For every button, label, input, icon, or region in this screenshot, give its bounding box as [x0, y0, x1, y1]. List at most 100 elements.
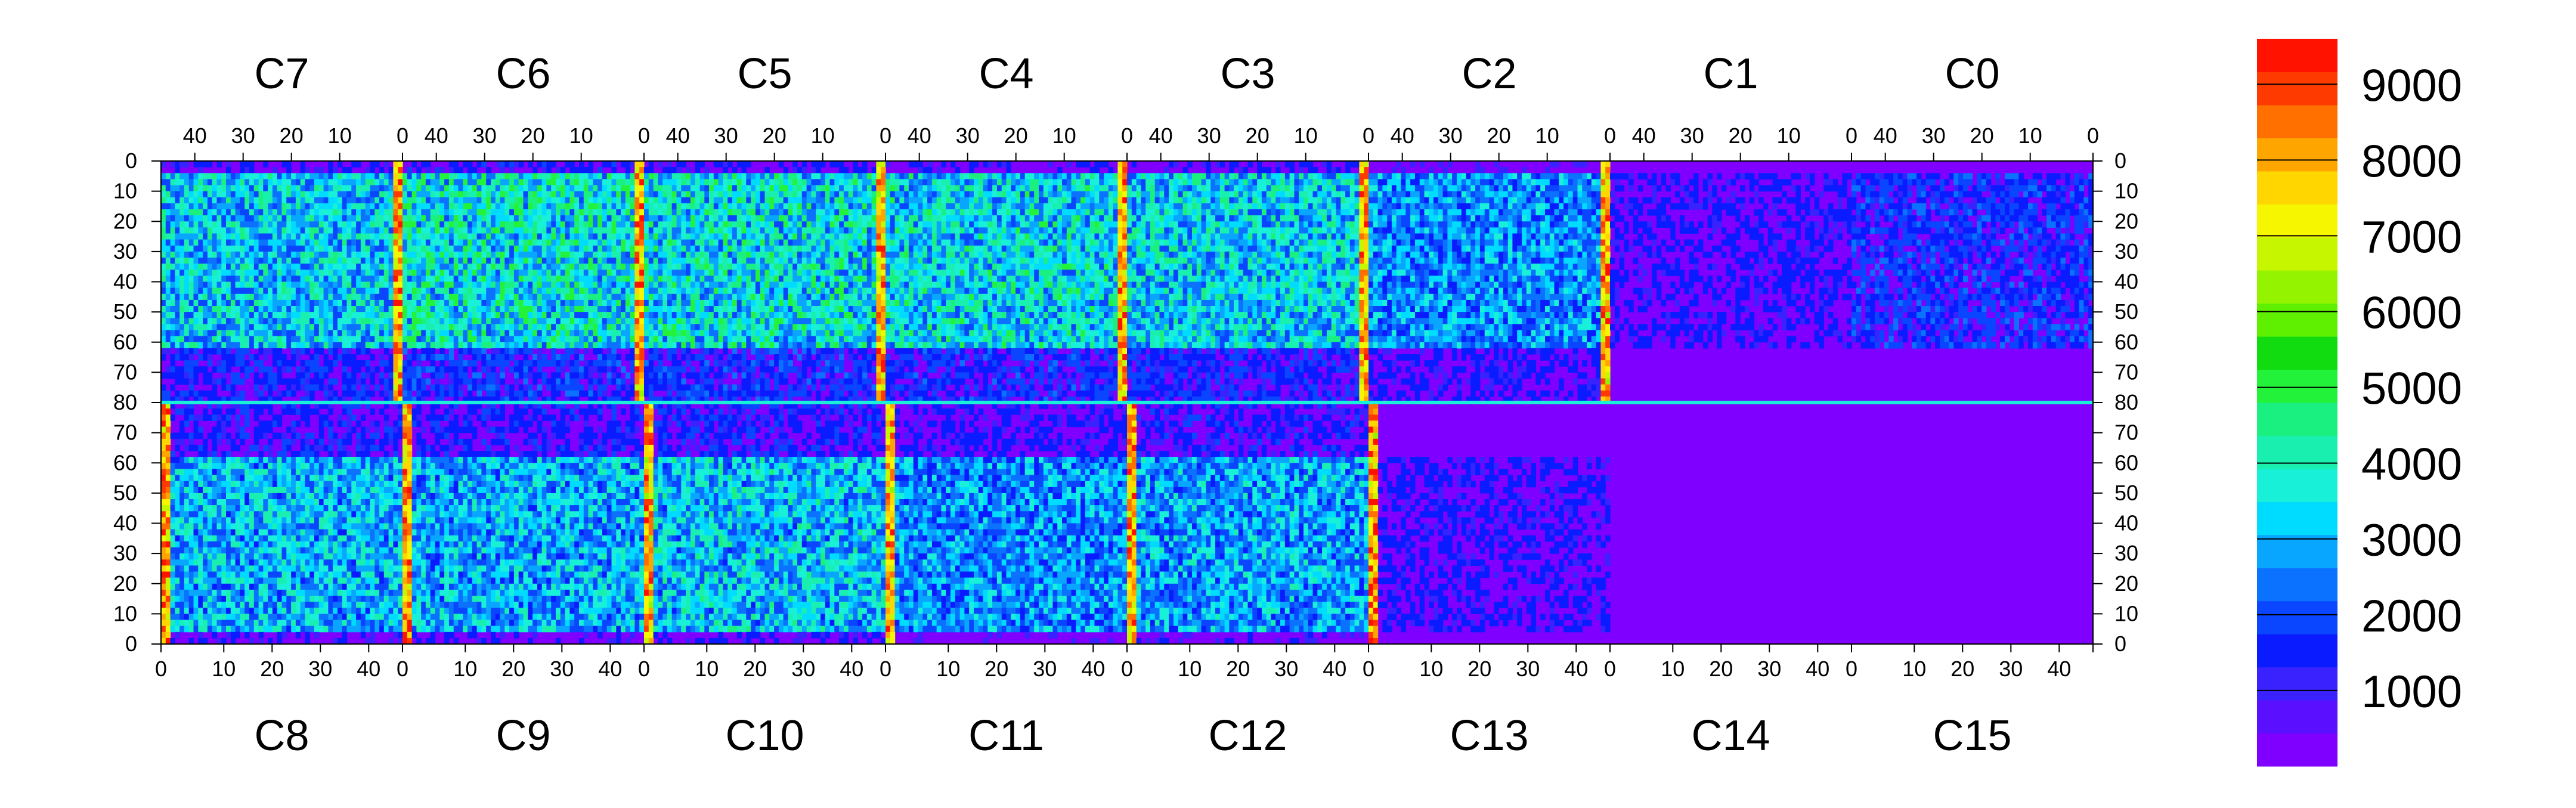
- heatmap-cell: [528, 252, 532, 258]
- heatmap-cell: [356, 348, 361, 355]
- heatmap-cell: [431, 282, 435, 289]
- heatmap-cell: [634, 360, 639, 367]
- heatmap-cell: [477, 161, 482, 168]
- heatmap-cell: [361, 372, 366, 379]
- heatmap-cell: [268, 275, 273, 282]
- heatmap-cell: [602, 294, 607, 301]
- heatmap-cell: [384, 161, 389, 168]
- heatmap-cell: [426, 336, 431, 343]
- heatmap-cell: [179, 391, 184, 397]
- heatmap-cell: [459, 227, 463, 234]
- heatmap-cell: [742, 179, 747, 185]
- heatmap-cell: [291, 360, 296, 367]
- heatmap-cell: [435, 282, 440, 289]
- heatmap-cell: [301, 264, 305, 270]
- heatmap-cell: [393, 300, 398, 307]
- heatmap-cell: [751, 221, 756, 228]
- heatmap-cell: [407, 246, 412, 252]
- heatmap-cell: [486, 197, 491, 204]
- heatmap-cell: [802, 294, 807, 301]
- heatmap-cell: [695, 161, 700, 168]
- heatmap-cell: [175, 203, 179, 210]
- heatmap-cell: [463, 161, 467, 168]
- heatmap-cell: [184, 203, 189, 210]
- heatmap-cell: [296, 227, 301, 234]
- heatmap-cell: [551, 234, 556, 240]
- heatmap-cell: [393, 252, 398, 258]
- heatmap-cell: [444, 312, 449, 318]
- heatmap-cell: [189, 185, 194, 192]
- heatmap-cell: [286, 167, 291, 174]
- heatmap-cell: [514, 209, 519, 216]
- heatmap-cell: [784, 167, 788, 174]
- heatmap-cell: [217, 197, 222, 204]
- heatmap-cell: [723, 234, 727, 240]
- heatmap-cell: [328, 227, 333, 234]
- heatmap-cell: [296, 203, 301, 210]
- heatmap-cell: [811, 203, 816, 210]
- heatmap-cell: [792, 246, 797, 252]
- heatmap-cell: [389, 324, 394, 330]
- heatmap-cell: [607, 240, 612, 246]
- heatmap-cell: [277, 209, 282, 216]
- heatmap-cell: [208, 252, 212, 258]
- heatmap-cell: [630, 342, 635, 349]
- heatmap-cell: [161, 282, 166, 289]
- heatmap-cell: [226, 312, 231, 318]
- heatmap-cell: [398, 282, 402, 289]
- heatmap-cell: [519, 300, 524, 307]
- heatmap-cell: [244, 318, 249, 324]
- heatmap-cell: [314, 215, 319, 222]
- heatmap-cell: [379, 306, 384, 312]
- heatmap-cell: [412, 197, 417, 204]
- heatmap-cell: [347, 324, 352, 330]
- heatmap-cell: [621, 294, 626, 301]
- heatmap-cell: [672, 270, 677, 276]
- heatmap-cell: [463, 270, 467, 276]
- heatmap-cell: [426, 318, 431, 324]
- heatmap-cell: [565, 300, 570, 307]
- heatmap-cell: [626, 252, 630, 258]
- heatmap-cell: [309, 288, 314, 295]
- heatmap-cell: [634, 342, 639, 349]
- heatmap-cell: [830, 203, 835, 210]
- heatmap-cell: [695, 234, 700, 240]
- heatmap-cell: [236, 234, 240, 240]
- heatmap-cell: [779, 191, 784, 198]
- heatmap-cell: [639, 167, 644, 174]
- heatmap-cell: [314, 385, 319, 391]
- heatmap-cell: [607, 342, 612, 349]
- heatmap-cell: [514, 270, 519, 276]
- heatmap-cell: [166, 306, 171, 312]
- heatmap-cell: [217, 221, 222, 228]
- heatmap-cell: [184, 191, 189, 198]
- heatmap-cell: [612, 173, 617, 179]
- heatmap-cell: [309, 354, 314, 361]
- heatmap-cell: [825, 264, 830, 270]
- heatmap-cell: [542, 215, 547, 222]
- heatmap-cell: [449, 252, 454, 258]
- heatmap-cell: [194, 366, 199, 373]
- heatmap-cell: [389, 306, 394, 312]
- heatmap-cell: [208, 282, 212, 289]
- heatmap-cell: [658, 209, 662, 216]
- heatmap-cell: [677, 185, 682, 192]
- heatmap-cell: [862, 185, 867, 192]
- heatmap-cell: [277, 185, 282, 192]
- heatmap-cell: [268, 191, 273, 198]
- heatmap-cell: [286, 221, 291, 228]
- heatmap-cell: [844, 264, 849, 270]
- heatmap-cell: [574, 312, 579, 318]
- heatmap-cell: [268, 197, 273, 204]
- heatmap-cell: [398, 203, 402, 210]
- heatmap-cell: [849, 270, 853, 276]
- heatmap-cell: [853, 240, 858, 246]
- heatmap-cell: [240, 294, 244, 301]
- heatmap-cell: [634, 366, 639, 373]
- heatmap-cell: [649, 234, 654, 240]
- heatmap-cell: [658, 275, 662, 282]
- heatmap-cell: [203, 173, 208, 179]
- heatmap-cell: [379, 342, 384, 349]
- heatmap-cell: [416, 306, 421, 312]
- heatmap-cell: [179, 246, 184, 252]
